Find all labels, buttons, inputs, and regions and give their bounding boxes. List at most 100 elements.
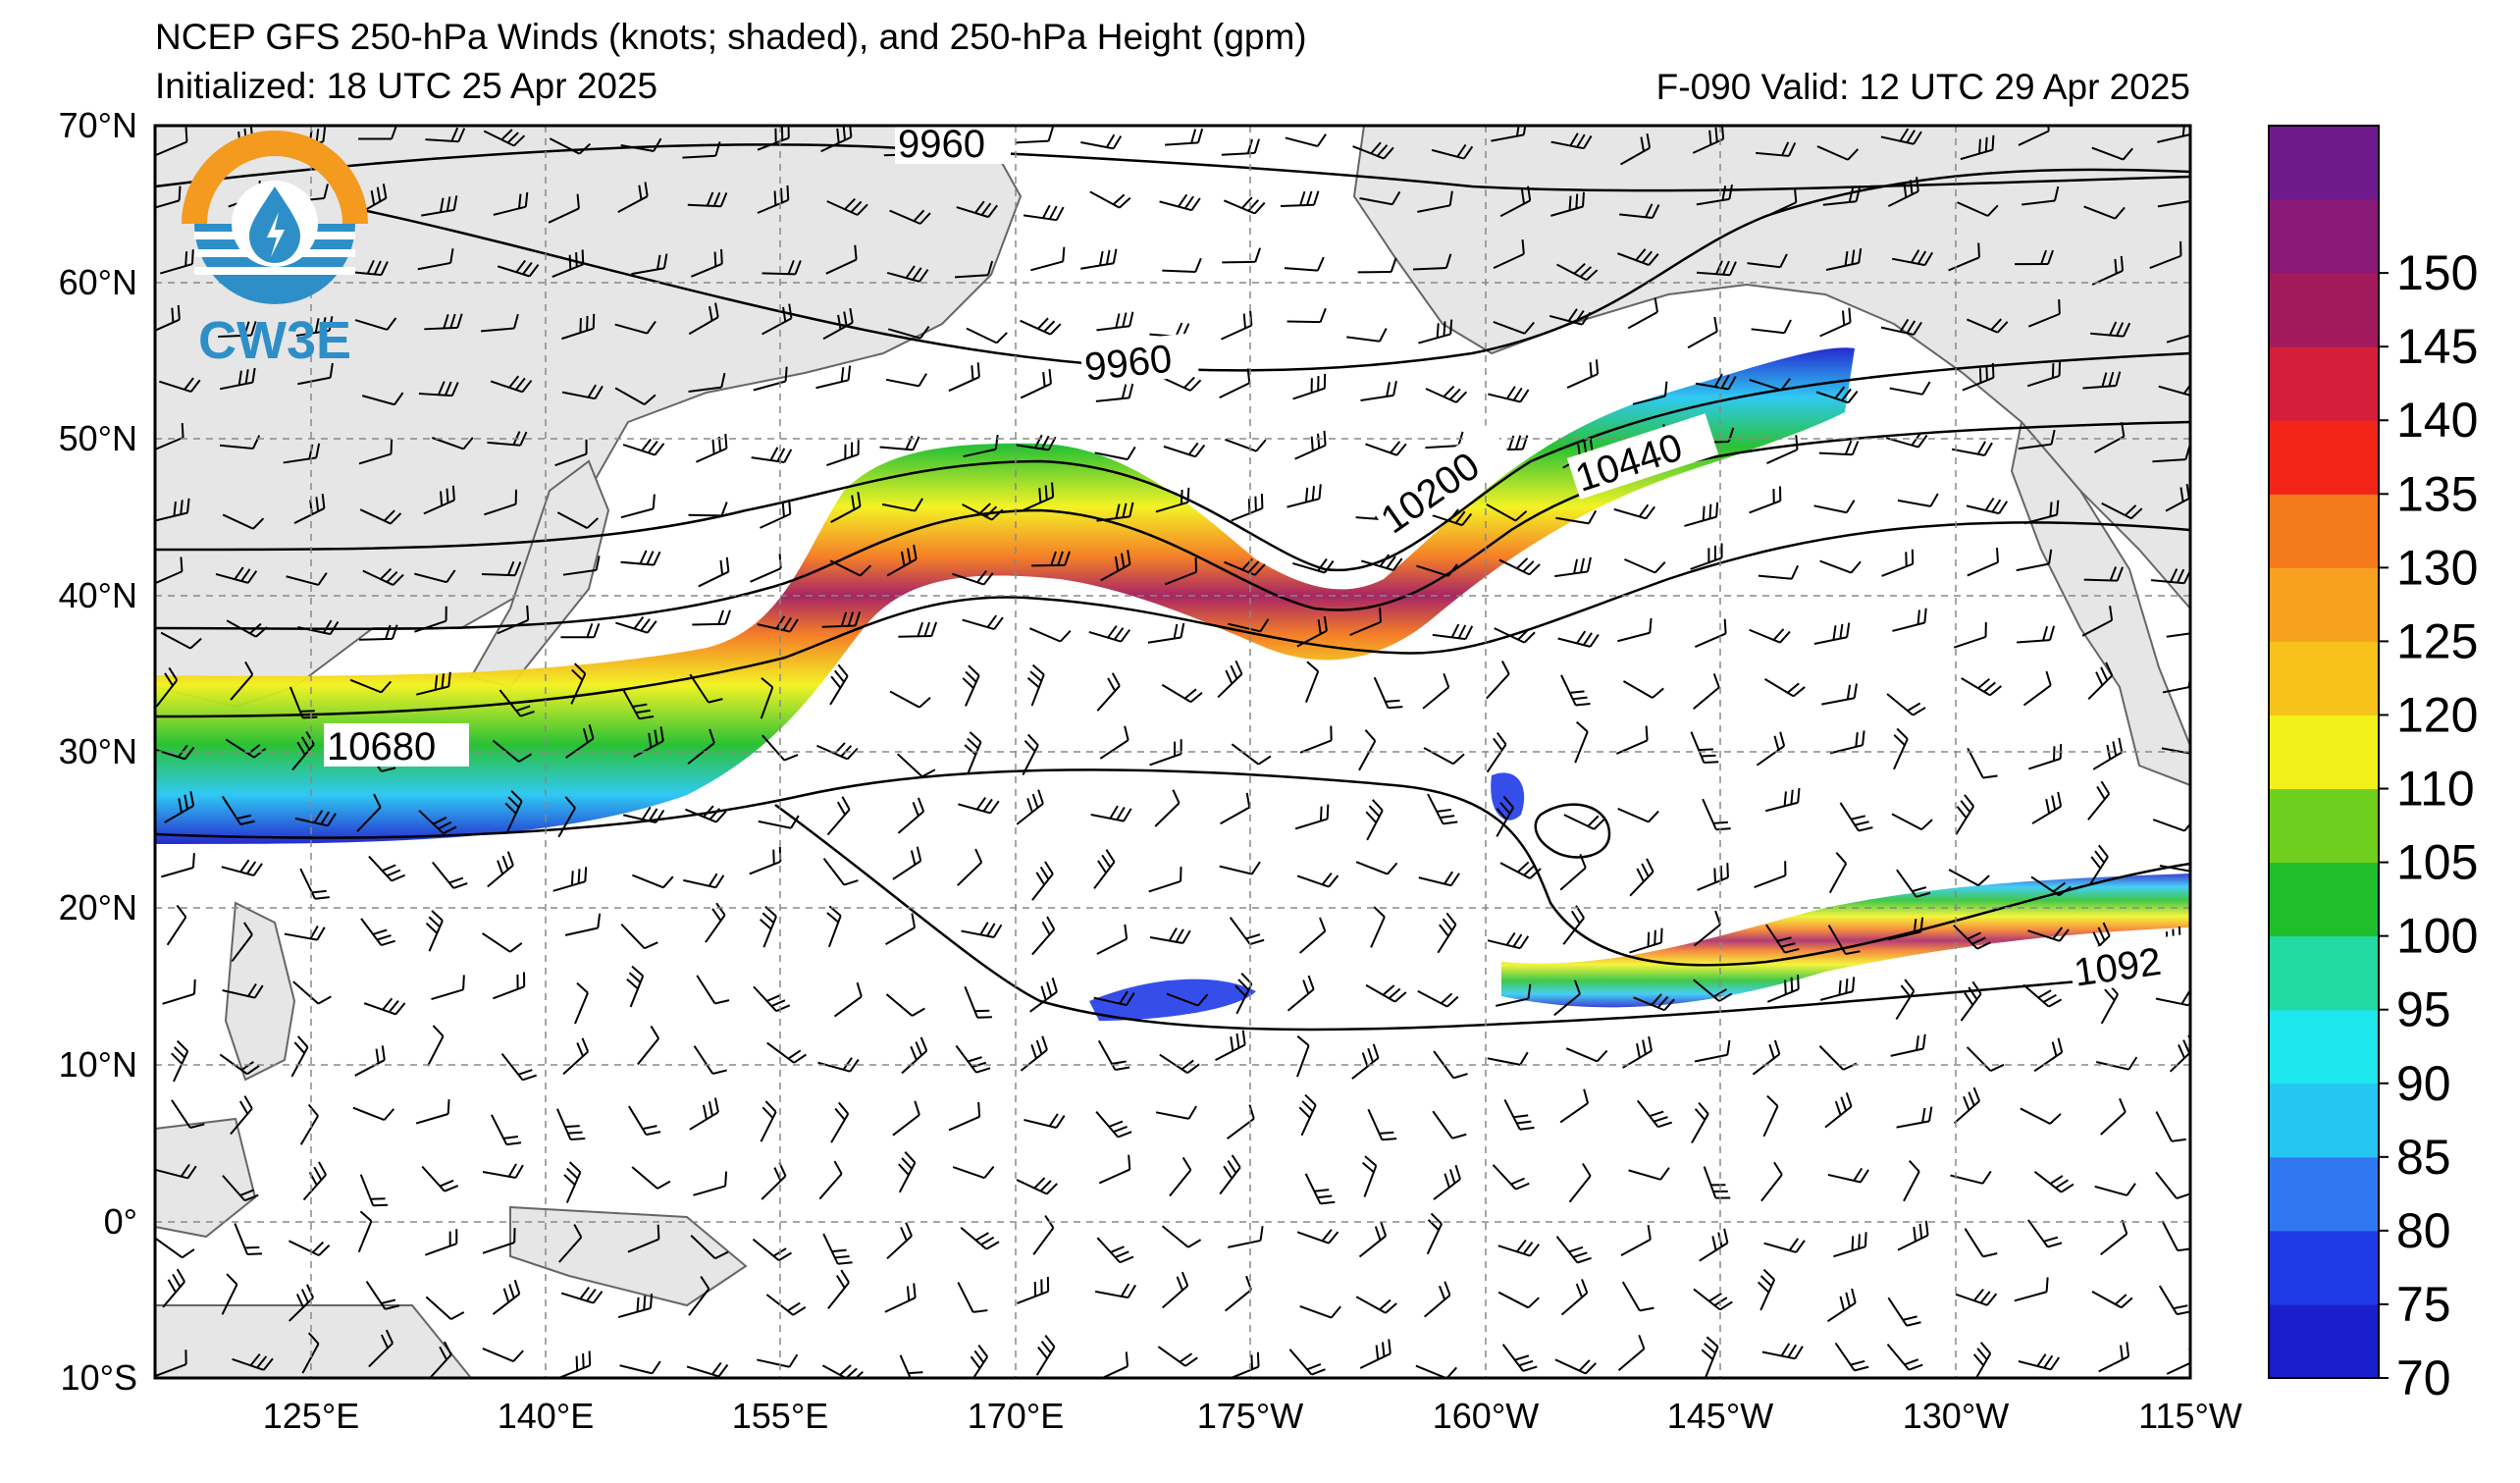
wind-barb — [1695, 373, 1737, 391]
wind-barb — [155, 1163, 197, 1180]
wind-barb — [1819, 977, 1856, 1001]
wind-barb — [2091, 1291, 2133, 1309]
wind-barb — [1693, 673, 1720, 710]
lon-label: 140°E — [498, 1396, 594, 1436]
colorbar-tick-label: 140 — [2396, 393, 2478, 448]
wind-barb — [825, 244, 858, 275]
wind-barb — [1953, 1086, 1981, 1125]
wind-barb — [1747, 253, 1788, 269]
wind-barb — [760, 1100, 777, 1142]
wind-barb — [885, 993, 925, 1017]
wind-barb — [2030, 875, 2072, 897]
wind-barb — [757, 615, 799, 633]
wind-barb — [2027, 927, 2070, 942]
wind-barb — [1220, 792, 1251, 825]
wind-barb — [1292, 557, 1335, 574]
wind-barb — [431, 975, 465, 1001]
wind-barb — [1486, 503, 1528, 522]
wind-barb — [1499, 185, 1532, 218]
wind-barb — [960, 1226, 1000, 1250]
wind-barb — [1095, 1283, 1136, 1299]
wind-barb — [155, 1350, 187, 1378]
wind-barb — [1031, 916, 1056, 956]
wind-barb — [1821, 683, 1858, 706]
wind-barb — [1221, 138, 1260, 156]
wind-barb — [1629, 858, 1654, 897]
wind-barb — [682, 141, 721, 159]
wind-barb — [1887, 1297, 1921, 1327]
wind-barb — [1020, 317, 1062, 336]
wind-barb — [221, 859, 263, 876]
wind-barb — [948, 1101, 981, 1132]
wind-barb — [892, 846, 922, 880]
wind-barb — [2094, 1183, 2136, 1196]
wind-barb — [1299, 725, 1333, 754]
wind-barb — [2033, 1037, 2064, 1073]
wind-barb — [1763, 1238, 1806, 1253]
wind-barb — [1162, 1271, 1189, 1309]
wind-barb — [1563, 814, 1605, 830]
wind-barb — [1427, 793, 1458, 825]
wind-barb — [358, 624, 398, 641]
wind-barb — [1360, 381, 1397, 401]
lon-label: 155°E — [732, 1396, 828, 1436]
contour-10200 — [155, 351, 2190, 572]
wind-barb — [1015, 434, 1057, 451]
wind-barb — [359, 508, 402, 525]
wind-barb — [1017, 1276, 1050, 1304]
wind-barb — [626, 965, 645, 1008]
wind-barb — [484, 489, 518, 516]
wind-barb — [563, 1161, 582, 1203]
wind-barb — [497, 605, 530, 635]
wind-barb — [1286, 307, 1327, 324]
wind-barb — [230, 661, 254, 701]
wind-barb — [1617, 808, 1659, 823]
wind-barb — [155, 304, 181, 335]
wind-barb — [1294, 804, 1330, 830]
wind-barb — [1967, 747, 1998, 779]
wind-barb — [1503, 1098, 1535, 1131]
wind-barb — [1684, 502, 1719, 527]
wind-barb — [751, 447, 793, 464]
wind-barb — [1620, 132, 1652, 166]
wind-barb — [2087, 780, 2111, 821]
jet-stream-subtropical — [1501, 874, 2190, 1008]
wind-barb — [354, 317, 397, 331]
wind-barb — [1367, 1108, 1397, 1141]
wind-barb — [820, 126, 853, 153]
wind-barb — [956, 200, 998, 219]
wind-barb — [297, 619, 340, 636]
wind-barb — [1833, 1232, 1867, 1258]
wind-barb — [617, 182, 649, 214]
wind-barb — [1020, 1035, 1048, 1072]
wind-barb — [705, 902, 726, 943]
wind-barb — [1620, 1225, 1652, 1256]
wind-barb — [160, 631, 202, 650]
wind-barb — [1834, 1342, 1869, 1372]
wind-barb — [487, 851, 514, 888]
wind-barb — [686, 1361, 729, 1378]
colorbar-segment — [2269, 1230, 2379, 1305]
colorbar-tick-label: 85 — [2396, 1130, 2451, 1185]
wind-barb — [1751, 319, 1792, 335]
wind-barb — [356, 793, 382, 832]
wind-barb — [2149, 240, 2182, 269]
wind-barb — [830, 1101, 850, 1143]
wind-barb — [2017, 625, 2056, 644]
wind-barb — [295, 316, 334, 337]
wind-barb — [690, 1235, 729, 1260]
wind-barb — [1824, 1092, 1853, 1129]
wind-barb — [1096, 924, 1129, 955]
wind-barb — [1617, 1334, 1646, 1371]
wind-barb — [687, 191, 728, 208]
wind-barb — [284, 926, 326, 941]
wind-barb — [497, 259, 540, 278]
wind-barb — [1149, 927, 1191, 944]
wind-barb — [1555, 509, 1598, 525]
wind-barb — [159, 249, 194, 275]
wind-barb — [1022, 733, 1039, 775]
wind-barb — [1418, 319, 1453, 344]
wind-barb — [1418, 871, 1460, 887]
wind-barb — [1687, 316, 1718, 349]
wind-barb — [1827, 1167, 1869, 1184]
